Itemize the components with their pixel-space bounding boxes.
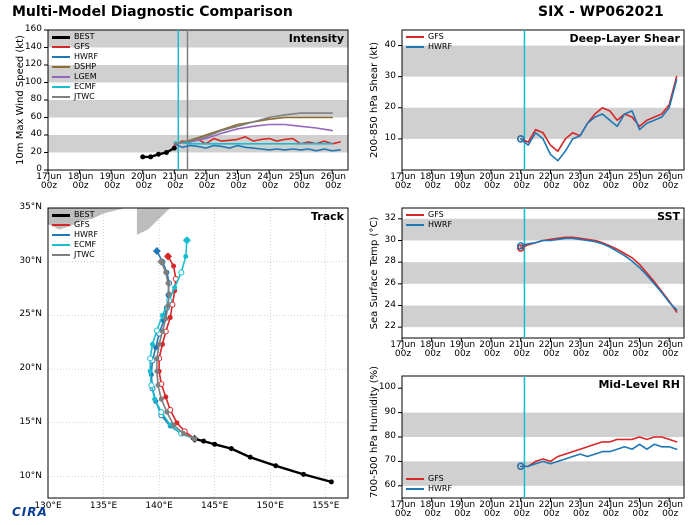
xtick-label: 145°E	[197, 501, 233, 511]
legend-label: GFS	[74, 220, 90, 230]
legend-label: HWRF	[74, 230, 98, 240]
legend-item: LGEM	[52, 72, 98, 82]
xtick-label: 155°E	[308, 501, 344, 511]
xtick-label: 25Jun00z	[285, 173, 319, 191]
ytick-label: 20°N	[8, 363, 42, 373]
legend-label: HWRF	[74, 52, 98, 62]
ytick-label: 30°N	[8, 256, 42, 266]
xtick-label: 18Jun00z	[64, 173, 98, 191]
xtick-label: 17Jun00z	[32, 173, 66, 191]
legend-item: BEST	[52, 210, 98, 220]
xtick-label: 26Jun00z	[653, 341, 687, 359]
legend-label: BEST	[74, 32, 95, 42]
track-panel: 130°E135°E140°E145°E150°E155°E10°N15°N20…	[48, 208, 348, 498]
xtick-label: 140°E	[141, 501, 177, 511]
ylabel: 700-500 hPa Humidity (%)	[369, 376, 380, 498]
legend-label: HWRF	[428, 220, 452, 230]
legend-item: GFS	[52, 220, 98, 230]
legend-item: DSHP	[52, 62, 98, 72]
legend-item: ECMF	[52, 82, 98, 92]
ytick-label: 25°N	[8, 309, 42, 319]
legend: GFSHWRF	[406, 32, 452, 52]
panel-title: SST	[657, 210, 680, 223]
xtick-label: 26Jun00z	[316, 173, 350, 191]
legend-label: BEST	[74, 210, 95, 220]
legend-item: BEST	[52, 32, 98, 42]
ytick-label: 35°N	[8, 202, 42, 212]
legend-label: GFS	[428, 210, 444, 220]
legend-label: GFS	[74, 42, 90, 52]
legend-item: GFS	[406, 210, 452, 220]
xtick-label: 26Jun00z	[653, 501, 687, 519]
ylabel: 200-850 hPa Shear (kt)	[369, 30, 380, 170]
legend-label: JTWC	[74, 250, 95, 260]
legend-label: ECMF	[74, 240, 96, 250]
xtick-label: 150°E	[252, 501, 288, 511]
ytick-label: 15°N	[8, 417, 42, 427]
xtick-label: 26Jun00z	[653, 173, 687, 191]
legend-item: ECMF	[52, 240, 98, 250]
shear-panel: 1020304017Jun00z18Jun00z19Jun00z20Jun00z…	[402, 30, 684, 170]
xtick-label: 20Jun00z	[127, 173, 161, 191]
legend-label: JTWC	[74, 92, 95, 102]
sst-panel: 22242628303217Jun00z18Jun00z19Jun00z20Ju…	[402, 208, 684, 338]
legend-item: HWRF	[406, 220, 452, 230]
legend-item: GFS	[52, 42, 98, 52]
legend-item: GFS	[406, 474, 452, 484]
legend-item: GFS	[406, 32, 452, 42]
ylabel: 10m Max Wind Speed (kt)	[15, 30, 26, 170]
legend-label: GFS	[428, 474, 444, 484]
ylabel: Sea Surface Temp (°C)	[369, 208, 380, 338]
xtick-label: 19Jun00z	[95, 173, 129, 191]
legend-label: HWRF	[428, 484, 452, 494]
xtick-label: 24Jun00z	[253, 173, 287, 191]
legend-label: HWRF	[428, 42, 452, 52]
intensity-panel: 02040608010012014016017Jun00z18Jun00z19J…	[48, 30, 348, 170]
legend: GFSHWRF	[406, 210, 452, 230]
legend: BESTGFSHWRFDSHPLGEMECMFJTWC	[52, 32, 98, 102]
legend-item: JTWC	[52, 92, 98, 102]
legend-label: ECMF	[74, 82, 96, 92]
xtick-label: 135°E	[86, 501, 122, 511]
legend-item: JTWC	[52, 250, 98, 260]
legend-item: HWRF	[52, 52, 98, 62]
legend: BESTGFSHWRFECMFJTWC	[52, 210, 98, 260]
ytick-label: 10°N	[8, 471, 42, 481]
panel-title: Intensity	[289, 32, 344, 45]
main-title: Multi-Model Diagnostic Comparison	[12, 4, 293, 20]
legend-item: HWRF	[406, 42, 452, 52]
legend-item: HWRF	[406, 484, 452, 494]
legend-label: DSHP	[74, 62, 96, 72]
legend-label: GFS	[428, 32, 444, 42]
panel-title: Mid-Level RH	[598, 378, 680, 391]
panel-title: Deep-Layer Shear	[569, 32, 680, 45]
xtick-label: 23Jun00z	[221, 173, 255, 191]
panel-title: Track	[311, 210, 344, 223]
rh-panel: 6070809010017Jun00z18Jun00z19Jun00z20Jun…	[402, 376, 684, 498]
storm-title: SIX - WP062021	[538, 4, 664, 20]
figure: Multi-Model Diagnostic Comparison SIX - …	[0, 0, 700, 525]
xtick-label: 21Jun00z	[158, 173, 192, 191]
legend-label: LGEM	[74, 72, 97, 82]
logo: CIRA	[12, 505, 48, 519]
legend-item: HWRF	[52, 230, 98, 240]
legend: GFSHWRF	[406, 474, 452, 494]
xtick-label: 22Jun00z	[190, 173, 224, 191]
